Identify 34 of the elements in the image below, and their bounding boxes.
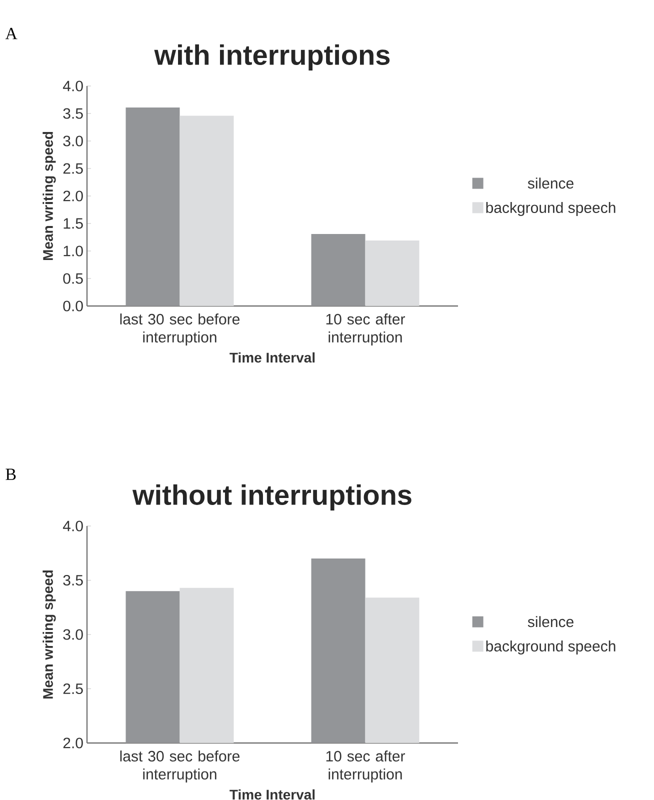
text: silence — [528, 178, 574, 189]
y-tick-label: 2.0 — [63, 190, 83, 202]
y-axis-title: Mean writing speed — [42, 570, 56, 699]
text: A — [5, 28, 18, 40]
bar — [180, 116, 234, 306]
x-axis-title: Time Interval — [230, 352, 315, 363]
y-tick-label: 3.0 — [63, 136, 83, 146]
legend-label: background speech — [486, 640, 616, 654]
bar — [126, 107, 180, 306]
y-tick-label: 1.5 — [64, 218, 83, 229]
y-tick-label: 2.5 — [63, 683, 83, 694]
y-tick-label: 3.5 — [63, 574, 83, 586]
y-axis-title: Mean writing speed — [42, 132, 56, 260]
y-tick-label: 2.0 — [63, 738, 83, 748]
y-tick-label: 4.0 — [62, 80, 83, 92]
text: B — [6, 468, 16, 480]
y-tick-label: 1.0 — [64, 246, 83, 256]
y-tick-label: 0.5 — [63, 273, 83, 284]
bar — [365, 240, 420, 306]
x-tick-label: last 30 sec before interruption — [120, 750, 240, 782]
bar — [311, 234, 366, 306]
y-tick-label: 2.5 — [63, 163, 83, 174]
y-tick-label: 3.5 — [63, 108, 83, 119]
x-axis-title: Time Interval — [230, 789, 315, 800]
chart-title: without interruptions — [132, 484, 412, 511]
text: silence — [528, 616, 574, 628]
y-tick-label: 0.0 — [63, 300, 83, 312]
x-tick-label: last 30 sec before interruption — [120, 314, 240, 346]
legend-label: background speech — [486, 202, 616, 216]
y-tick-label: 3.0 — [63, 629, 83, 640]
y-tick-label: 4.0 — [62, 520, 83, 532]
x-tick-label: 10 sec after interruption — [326, 314, 406, 346]
x-tick-label: 10 sec after interruption — [326, 750, 406, 782]
chart-title: with interruptions — [154, 44, 390, 70]
